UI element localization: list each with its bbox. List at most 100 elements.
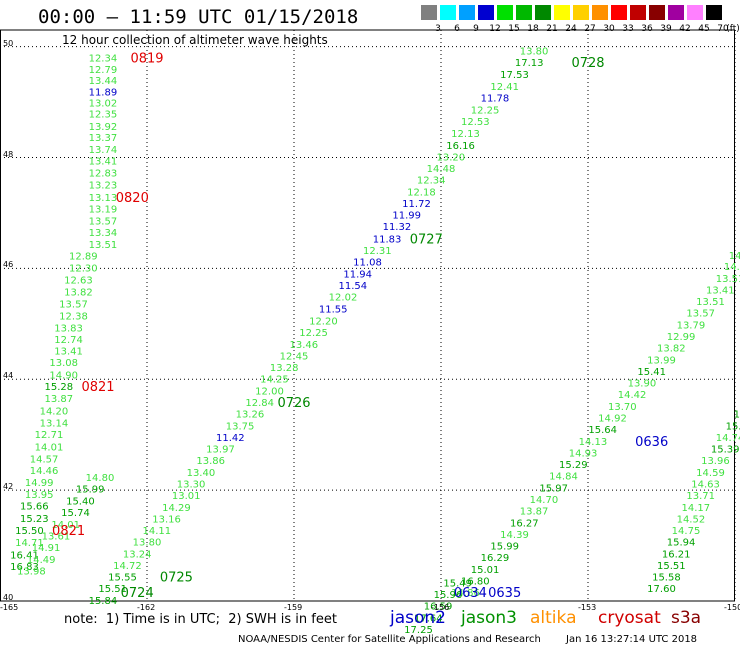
wave-height-value: 13.80 xyxy=(133,538,162,549)
wave-height-value: 13.34 xyxy=(89,228,118,239)
wave-height-value: 13.28 xyxy=(270,363,299,374)
wave-height-value: 13.75 xyxy=(226,421,255,432)
wave-height-value: 11.83 xyxy=(373,234,402,245)
latitude-label: 50 xyxy=(3,38,14,48)
wave-height-value: 14.01 xyxy=(51,520,80,531)
wave-height-value: 12.25 xyxy=(471,105,500,116)
wave-height-value: 14.48 xyxy=(427,164,456,175)
wave-height-value: 11.89 xyxy=(89,88,118,99)
wave-height-value: 13.02 xyxy=(89,99,118,110)
wave-height-value: 14.39 xyxy=(500,530,529,541)
wave-height-value: 14.01 xyxy=(35,442,64,453)
legend-label: 15 xyxy=(508,24,520,34)
wave-height-value: 13.24 xyxy=(123,549,152,560)
pass-time-label: 0724 xyxy=(121,586,154,601)
legend-label: 70 xyxy=(717,24,729,34)
wave-height-value: 13.41 xyxy=(706,285,735,296)
wave-height-value: 13.79 xyxy=(677,320,706,331)
wave-height-value: 11.08 xyxy=(353,258,382,269)
wave-height-value: 12.20 xyxy=(309,316,338,327)
wave-height-value: 13.87 xyxy=(44,394,73,405)
wave-height-value: 13.51 xyxy=(696,297,725,308)
wave-height-value: 17.53 xyxy=(500,70,529,81)
wave-height-value: 13.19 xyxy=(89,205,118,216)
latitude-label: 42 xyxy=(3,482,14,492)
wave-height-value: 12.84 xyxy=(245,398,274,409)
wave-height-value: 15.49 xyxy=(443,578,472,589)
wave-height-value: 14.84 xyxy=(549,472,578,483)
wave-height-value: 11.42 xyxy=(216,433,245,444)
wave-height-value: 12.30 xyxy=(69,263,98,274)
wave-height-value: 16.16 xyxy=(446,141,475,152)
wave-height-value: 16.41 xyxy=(10,550,39,561)
wave-height-value: 15.51 xyxy=(657,561,686,572)
legend-swatch xyxy=(459,5,475,20)
wave-height-value: 13.70 xyxy=(608,402,637,413)
legend-label: 33 xyxy=(622,24,634,34)
wave-height-value: 14.3 xyxy=(729,251,740,262)
pass-time-label: 0728 xyxy=(571,56,604,71)
wave-height-value: 14.49 xyxy=(27,555,56,566)
wave-height-value: 12.00 xyxy=(255,386,284,397)
wave-height-value: 12.41 xyxy=(490,82,519,93)
legend-label: 6 xyxy=(454,24,460,34)
wave-height-value: 11.94 xyxy=(343,269,372,280)
satellite-cryosat: cryosat xyxy=(598,608,661,628)
wave-height-value: 13.08 xyxy=(49,358,78,369)
wave-height-value: 14.13 xyxy=(579,437,608,448)
wave-height-value: 12.18 xyxy=(407,187,436,198)
wave-height-value: 15.74 xyxy=(61,508,90,519)
legend-swatch xyxy=(421,5,437,20)
satellite-s3a: s3a xyxy=(671,608,702,628)
wave-height-value: 13.86 xyxy=(196,456,225,467)
pass-time-label: 0819 xyxy=(130,52,163,67)
wave-height-value: 14.80 xyxy=(86,473,115,484)
wave-height-value: 15.40 xyxy=(66,496,95,507)
wave-height-value: 13.74 xyxy=(89,145,118,156)
latitude-label: 40 xyxy=(3,593,14,602)
wave-height-value: 15.39 xyxy=(711,445,740,456)
wave-height-value: 14.42 xyxy=(618,390,647,401)
pass-time-label: 0821 xyxy=(81,380,114,395)
wave-height-value: 15.55 xyxy=(108,573,137,584)
wave-height-value: 14.93 xyxy=(569,448,598,459)
wave-height-value: 14.63 xyxy=(691,479,720,490)
latitude-label: 46 xyxy=(3,260,14,270)
wave-height-value: 15.28 xyxy=(44,382,73,393)
page-subtitle: 12 hour collection of altimeter wave hei… xyxy=(62,33,328,47)
wave-height-value: 11.54 xyxy=(338,281,367,292)
wave-height-value: 13.97 xyxy=(206,445,235,456)
wave-height-value: 12.99 xyxy=(667,332,696,343)
wave-height-value: 13.14 xyxy=(40,418,69,429)
wave-height-value: 13.82 xyxy=(657,344,686,355)
wave-height-value: 13.51 xyxy=(716,274,740,285)
wave-height-value: 12.53 xyxy=(461,117,490,128)
legend-swatch xyxy=(630,5,646,20)
wave-height-value: 16.21 xyxy=(662,549,691,560)
wave-height-value: 12.25 xyxy=(299,328,328,339)
pass-time-label: 0820 xyxy=(116,191,149,206)
longitude-label: -165 xyxy=(0,603,19,612)
footnote: note: 1) Time is in UTC; 2) SWH is in fe… xyxy=(64,612,337,627)
wave-height-value: 15.96 xyxy=(434,590,463,601)
wave-height-value: 13.57 xyxy=(686,309,715,320)
wave-height-value: 12.89 xyxy=(69,252,98,263)
wave-height-value: 14.71 xyxy=(15,538,44,549)
wave-height-value: 13.95 xyxy=(25,490,54,501)
legend-swatch xyxy=(554,5,570,20)
credit-line: NOAA/NESDIS Center for Satellite Applica… xyxy=(238,634,541,645)
map-frame xyxy=(0,29,735,602)
satellite-altika: altika xyxy=(530,608,577,628)
wave-height-value: 15.29 xyxy=(559,460,588,471)
legend-label: 18 xyxy=(527,24,539,34)
wave-height-value: 17.25 xyxy=(404,625,433,636)
wave-height-value: 12.45 xyxy=(280,351,309,362)
wave-height-value: 14.20 xyxy=(40,406,69,417)
wave-height-value: 14.5 xyxy=(724,262,740,273)
legend-swatch xyxy=(573,5,589,20)
wave-height-value: 14.72 xyxy=(113,561,142,572)
longitude-label: -162 xyxy=(137,603,156,612)
wave-height-value: 15.01 xyxy=(471,565,500,576)
pass-time-label: 0634 xyxy=(454,586,487,601)
wave-height-value: 16.59 xyxy=(424,602,453,613)
